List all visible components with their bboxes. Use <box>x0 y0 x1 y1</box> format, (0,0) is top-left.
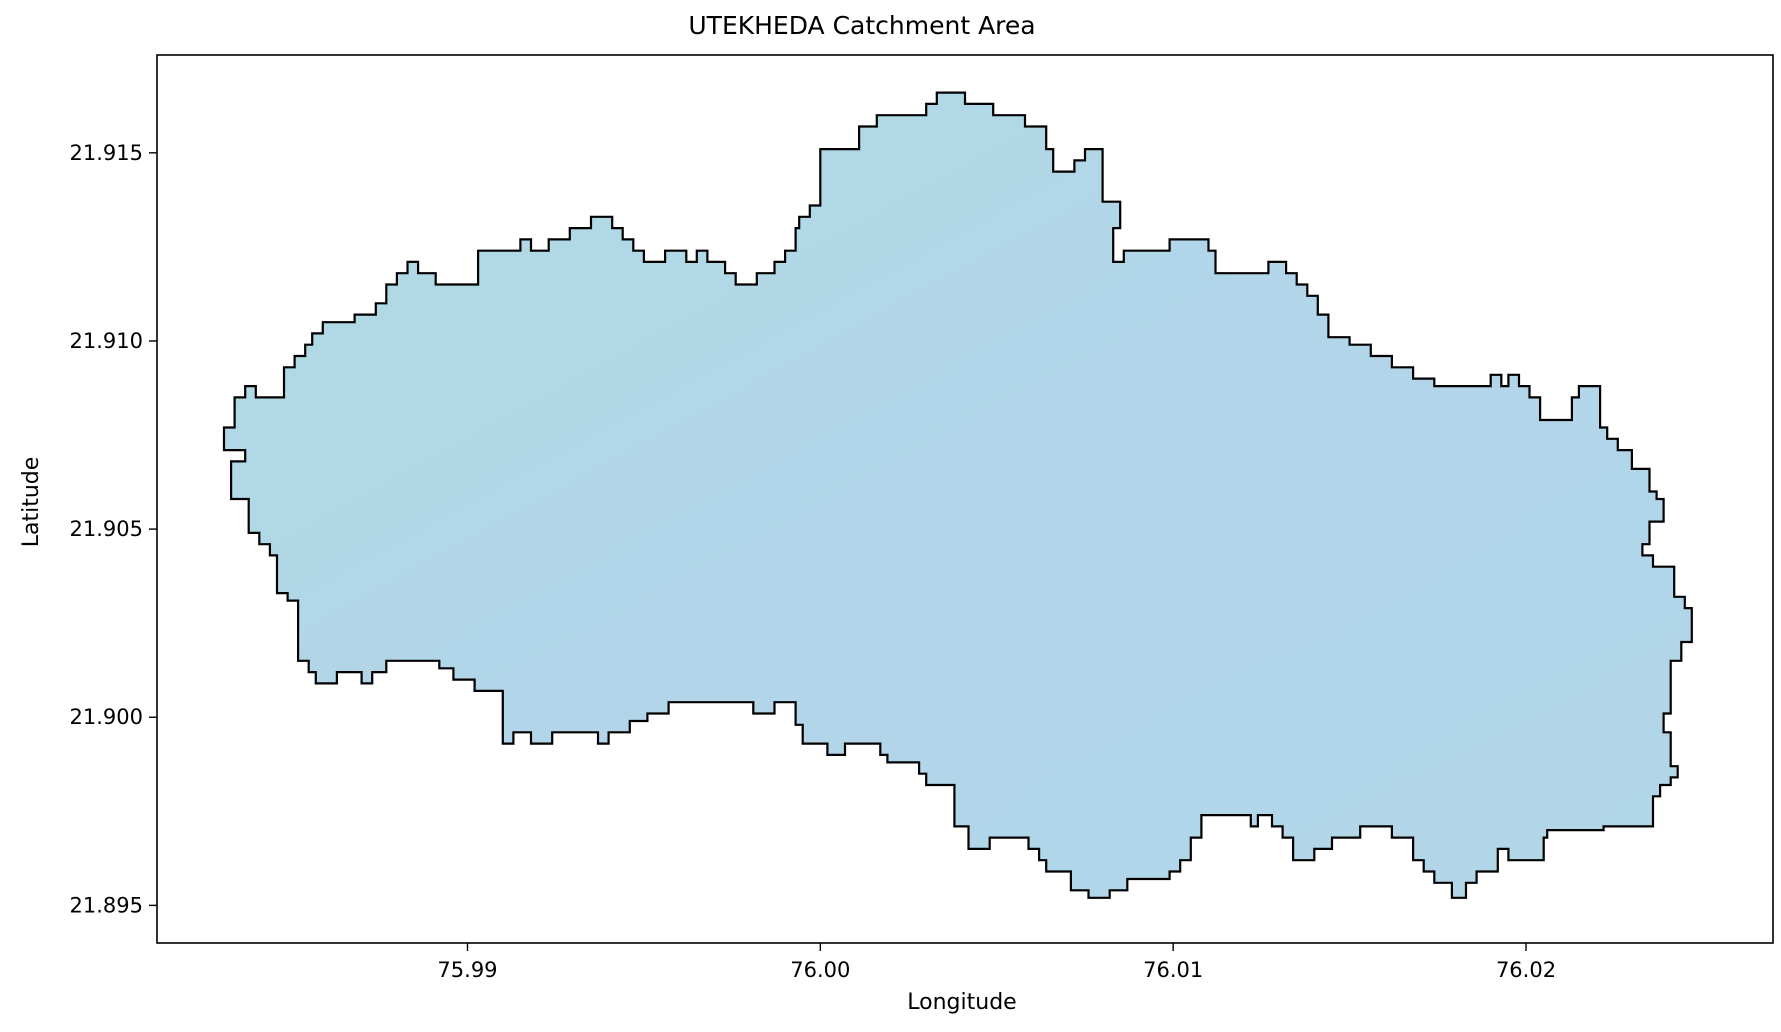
x-tick-label: 76.01 <box>1143 958 1203 982</box>
x-tick-label: 76.00 <box>790 958 850 982</box>
x-axis-label: Longitude <box>907 990 1016 1015</box>
y-axis-label: Latitude <box>19 457 44 548</box>
chart-title: UTEKHEDA Catchment Area <box>688 11 1035 40</box>
y-tick-label: 21.910 <box>70 329 143 353</box>
y-tick-label: 21.900 <box>70 705 143 729</box>
y-axis-ticks: 21.895 21.900 21.905 21.910 21.915 <box>70 141 157 917</box>
y-tick-label: 21.905 <box>70 517 143 541</box>
y-tick-label: 21.915 <box>70 141 143 165</box>
plot-frame <box>156 54 1774 944</box>
y-tick-label: 21.895 <box>70 893 143 917</box>
catchment-polygon <box>222 91 1693 899</box>
x-tick-label: 76.02 <box>1496 958 1556 982</box>
x-tick-label: 75.99 <box>437 958 497 982</box>
x-axis-ticks: 75.99 76.00 76.01 76.02 <box>437 943 1556 982</box>
